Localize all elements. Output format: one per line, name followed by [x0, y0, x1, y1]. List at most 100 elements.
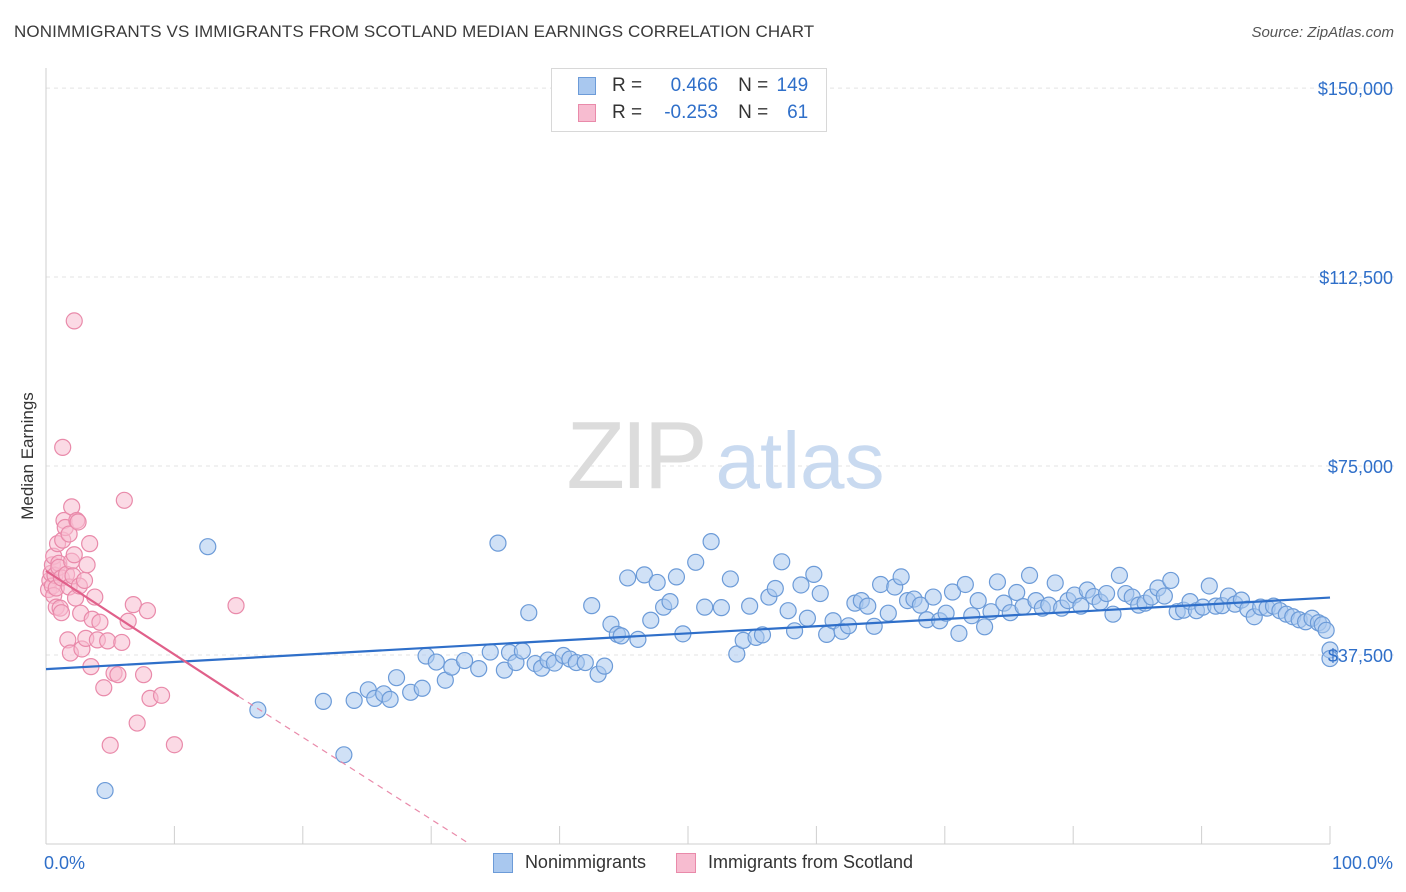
nonimmigrant-point	[911, 596, 930, 614]
correlation-legend: R = 0.466 N = 149 R = -0.253 N = 61	[551, 68, 827, 132]
n-value: 149	[776, 75, 809, 96]
nonimmigrant-point	[943, 583, 962, 601]
watermark-zip: ZIP	[566, 402, 703, 509]
nonimmigrant-point	[1097, 584, 1116, 603]
nonimmigrant-point	[619, 569, 637, 587]
nonimmigrant-point	[583, 597, 601, 615]
nonimmigrant-point	[648, 573, 666, 592]
nonimmigrants-trend-line	[45, 596, 1331, 671]
immigrant-point	[75, 571, 94, 590]
r-label: R =	[612, 75, 643, 96]
immigrants-points	[39, 312, 245, 754]
immigrant-point	[227, 597, 245, 615]
nonimmigrant-point	[687, 553, 705, 571]
nonimmigrant-point	[811, 584, 829, 603]
nonimmigrant-point	[481, 643, 499, 661]
x-tick-label: 100.0%	[1332, 853, 1393, 873]
nonimmigrant-point	[753, 626, 772, 644]
nonimmigrant-point	[576, 653, 594, 672]
nonimmigrants-points	[96, 533, 1339, 800]
legend-label: Immigrants from Scotland	[707, 852, 914, 872]
immigrant-point	[69, 513, 87, 531]
nonimmigrant-point	[413, 679, 431, 697]
tick-labels: $37,500 $75,000 $112,500 $150,000 0.0% 100.0%	[44, 79, 1393, 873]
immigrant-point	[95, 679, 113, 697]
nonimmigrant-point	[785, 622, 804, 640]
legend-item-nonimmigrants: Nonimmigrants	[492, 852, 646, 873]
immigrant-point	[152, 686, 171, 704]
chart-title: NONIMMIGRANTS VS IMMIGRANTS FROM SCOTLAN…	[14, 22, 815, 41]
nonimmigrant-point	[871, 575, 890, 594]
nonimmigrant-point	[792, 576, 810, 594]
nonimmigrant-point	[702, 533, 720, 551]
nonimmigrant-point	[766, 579, 784, 598]
immigrant-point	[109, 666, 127, 684]
nonimmigrant-point	[1008, 583, 1026, 602]
nonimmigrant-point	[1162, 571, 1180, 590]
x-tick-label: 0.0%	[44, 853, 85, 873]
n-label: N =	[738, 75, 769, 96]
nonimmigrant-point	[937, 604, 955, 622]
immigrant-point	[113, 633, 131, 652]
nonimmigrant-point	[865, 617, 883, 635]
nonimmigrant-point	[427, 653, 445, 671]
trend-lines	[45, 569, 1331, 845]
n-value: 61	[787, 102, 809, 123]
nonimmigrant-point	[381, 690, 399, 708]
nonimmigrant-point	[956, 575, 974, 594]
nonimmigrant-point	[712, 599, 730, 617]
immigrant-point	[91, 613, 109, 631]
nonimmigrant-point	[1317, 621, 1335, 639]
immigrant-point	[124, 596, 142, 614]
legend-swatch-blue	[578, 77, 596, 95]
nonimmigrant-point	[696, 598, 714, 616]
immigrant-point	[60, 525, 78, 543]
nonimmigrant-point	[455, 651, 474, 670]
axes	[45, 68, 1331, 845]
immigrant-point	[52, 604, 71, 622]
nonimmigrant-point	[1110, 566, 1129, 584]
series-legend: Nonimmigrants Immigrants from Scotland	[0, 852, 1406, 873]
legend-row-immigrants: R = -0.253 N = 61	[578, 102, 808, 124]
nonimmigrant-point	[779, 602, 797, 620]
immigrant-point	[65, 312, 83, 330]
immigrant-point	[54, 438, 72, 456]
nonimmigrant-point	[1155, 587, 1173, 605]
immigrant-point	[78, 556, 96, 574]
nonimmigrant-point	[976, 618, 994, 636]
immigrants-trend-extension	[238, 695, 471, 845]
nonimmigrant-point	[924, 588, 942, 606]
nonimmigrant-point	[879, 604, 897, 622]
nonimmigrant-point	[721, 570, 739, 588]
immigrant-point	[165, 736, 183, 754]
nonimmigrant-point	[969, 591, 987, 610]
y-tick-label: $75,000	[1328, 457, 1393, 477]
immigrant-point	[119, 612, 137, 630]
nonimmigrant-point	[950, 624, 968, 642]
nonimmigrant-point	[635, 566, 653, 584]
immigrant-point	[101, 736, 119, 754]
nonimmigrant-point	[1020, 566, 1039, 584]
immigrant-point	[81, 535, 99, 553]
n-label: N =	[738, 102, 769, 123]
immigrant-point	[65, 546, 83, 564]
legend-item-immigrants: Immigrants from Scotland	[675, 852, 914, 873]
nonimmigrant-point	[489, 534, 507, 552]
nonimmigrant-point	[798, 609, 817, 627]
nonimmigrant-point	[805, 565, 823, 583]
nonimmigrant-point	[335, 746, 353, 764]
nonimmigrant-point	[387, 669, 406, 687]
r-value: 0.466	[670, 75, 719, 96]
y-tick-label: $150,000	[1318, 79, 1393, 99]
nonimmigrant-point	[629, 630, 647, 648]
nonimmigrant-point	[249, 701, 267, 719]
nonimmigrant-point	[470, 660, 488, 678]
nonimmigrant-point	[520, 604, 538, 622]
nonimmigrant-point	[314, 692, 332, 710]
nonimmigrant-point	[345, 691, 363, 709]
nonimmigrant-point	[1321, 649, 1339, 668]
nonimmigrant-point	[963, 607, 981, 625]
r-value: -0.253	[664, 102, 719, 123]
immigrant-point	[115, 491, 133, 509]
nonimmigrant-point	[988, 573, 1007, 591]
